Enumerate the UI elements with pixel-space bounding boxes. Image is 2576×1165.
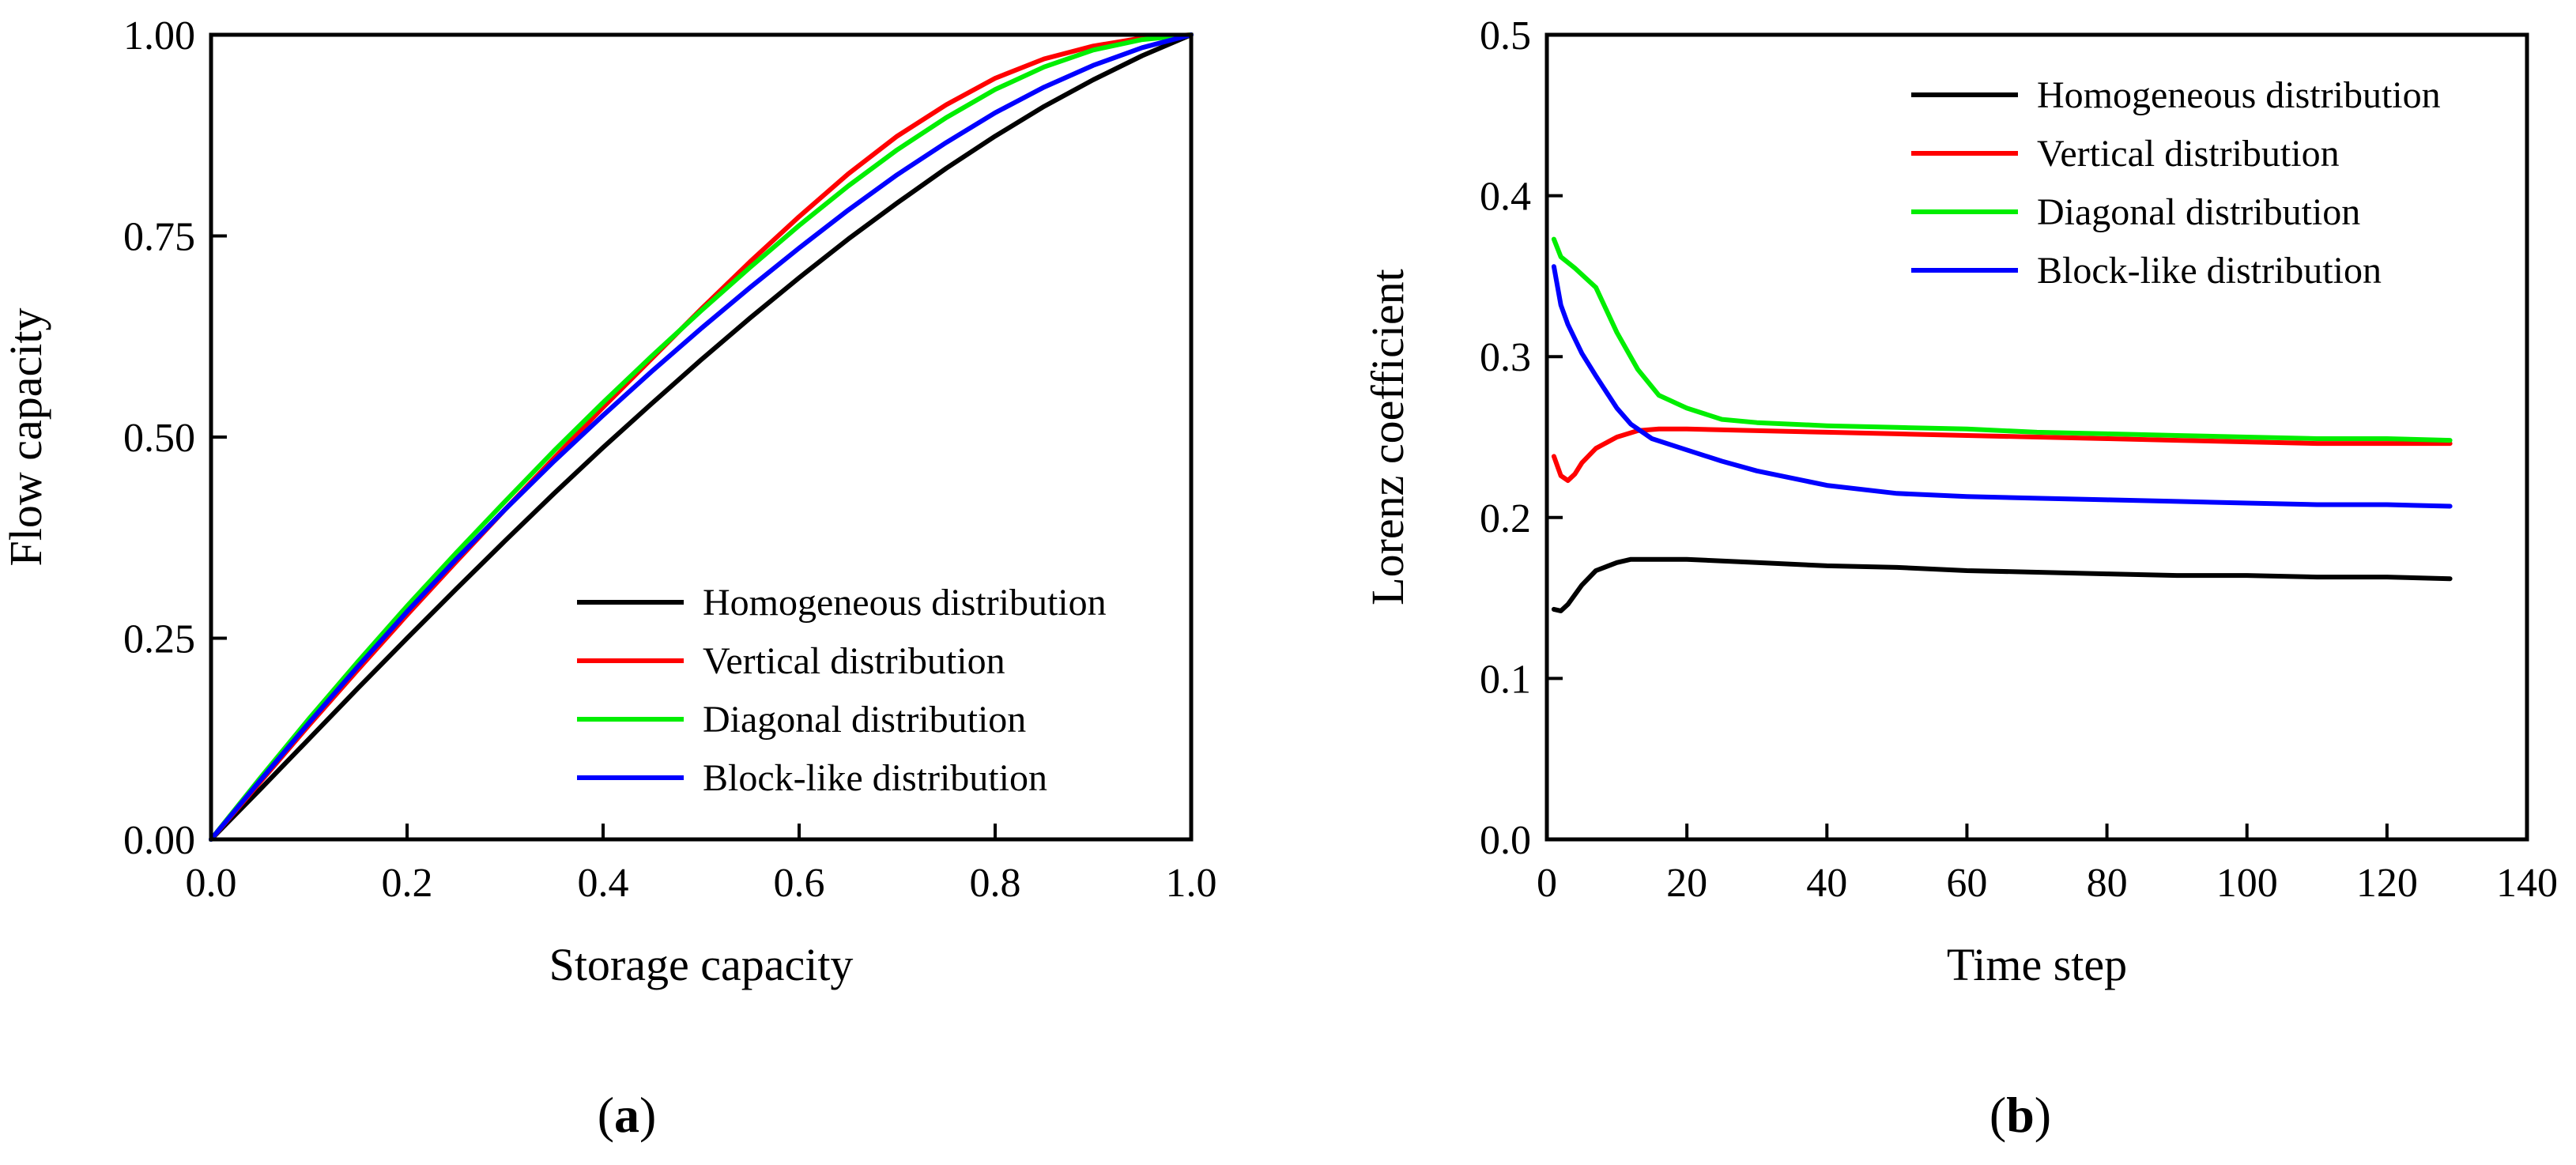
x-axis-title: Storage capacity xyxy=(549,939,854,990)
y-axis-title: Flow capacity xyxy=(0,308,51,567)
panel-b: 0 20 40 60 80 100 120 140 0.0 0.1 0.2 0.3 0.4 0.5 Time… xyxy=(1362,13,2558,1143)
x-tick-label: 0 xyxy=(1537,861,1557,906)
x-tick-label: 140 xyxy=(2496,861,2558,906)
legend-entry-label: Homogeneous distribution xyxy=(703,582,1107,624)
x-tick-label: 100 xyxy=(2216,861,2278,906)
x-tick-label: 40 xyxy=(1806,861,1847,906)
y-tick-label: 0.3 xyxy=(1480,335,1531,380)
legend-entry-label: Block-like distribution xyxy=(703,757,1047,799)
y-tick-label: 1.00 xyxy=(123,13,195,58)
y-tick-label: 0.2 xyxy=(1480,496,1531,541)
series-line-homogeneous-distribution xyxy=(1551,556,2453,613)
x-tick-label: 20 xyxy=(1666,861,1707,906)
y-tick-label: 0.75 xyxy=(123,215,195,260)
y-tick-label: 0.0 xyxy=(1480,818,1531,863)
panel-label: (b) xyxy=(1990,1087,2051,1143)
x-tick-label: 120 xyxy=(2356,861,2418,906)
x-tick-label: 0.2 xyxy=(382,861,433,906)
x-tick-label: 1.0 xyxy=(1166,861,1217,906)
y-axis-title: Lorenz coefficient xyxy=(1362,269,1413,605)
x-tick-label: 0.8 xyxy=(970,861,1021,906)
legend: Homogeneous distribution Vertical distrib… xyxy=(577,582,1107,799)
series-line-vertical-distribution xyxy=(1551,426,2453,483)
series-line-block-like-distribution xyxy=(209,32,1194,842)
series-line-vertical-distribution xyxy=(209,32,1194,842)
series-line-homogeneous-distribution xyxy=(209,32,1194,842)
legend-entry-label: Vertical distribution xyxy=(703,640,1005,682)
legend: Homogeneous distribution Vertical distrib… xyxy=(1911,74,2441,292)
x-tick-label: 80 xyxy=(2087,861,2128,906)
y-tick-label: 0.4 xyxy=(1480,175,1531,220)
series-line-block-like-distribution xyxy=(1551,264,2453,509)
y-tick-label: 0.00 xyxy=(123,818,195,863)
panel-a: 0.0 0.2 0.4 0.6 0.8 1.0 0.00 0.25 0.50 0.75 1.00 St… xyxy=(0,13,1217,1143)
legend-entry-label: Diagonal distribution xyxy=(703,699,1026,741)
legend-entry-label: Diagonal distribution xyxy=(2037,191,2360,233)
plot-area-frame xyxy=(209,32,1194,842)
series-line-diagonal-distribution xyxy=(209,32,1194,842)
legend-entry-label: Homogeneous distribution xyxy=(2037,74,2441,116)
x-axis-title: Time step xyxy=(1947,939,2127,990)
x-tick-label: 0.4 xyxy=(578,861,629,906)
series-line-diagonal-distribution xyxy=(1551,236,2453,443)
y-tick-label: 0.50 xyxy=(123,416,195,461)
x-tick-label: 0.6 xyxy=(774,861,825,906)
y-tick-label: 0.1 xyxy=(1480,657,1531,702)
x-tick-label: 60 xyxy=(1946,861,1987,906)
y-tick-label: 0.5 xyxy=(1480,13,1531,58)
x-tick-label: 0.0 xyxy=(186,861,237,906)
panel-label: (a) xyxy=(598,1087,657,1143)
legend-entry-label: Block-like distribution xyxy=(2037,250,2382,292)
plot-area-frame xyxy=(1544,32,2529,842)
y-tick-label: 0.25 xyxy=(123,617,195,662)
legend-entry-label: Vertical distribution xyxy=(2037,133,2340,175)
